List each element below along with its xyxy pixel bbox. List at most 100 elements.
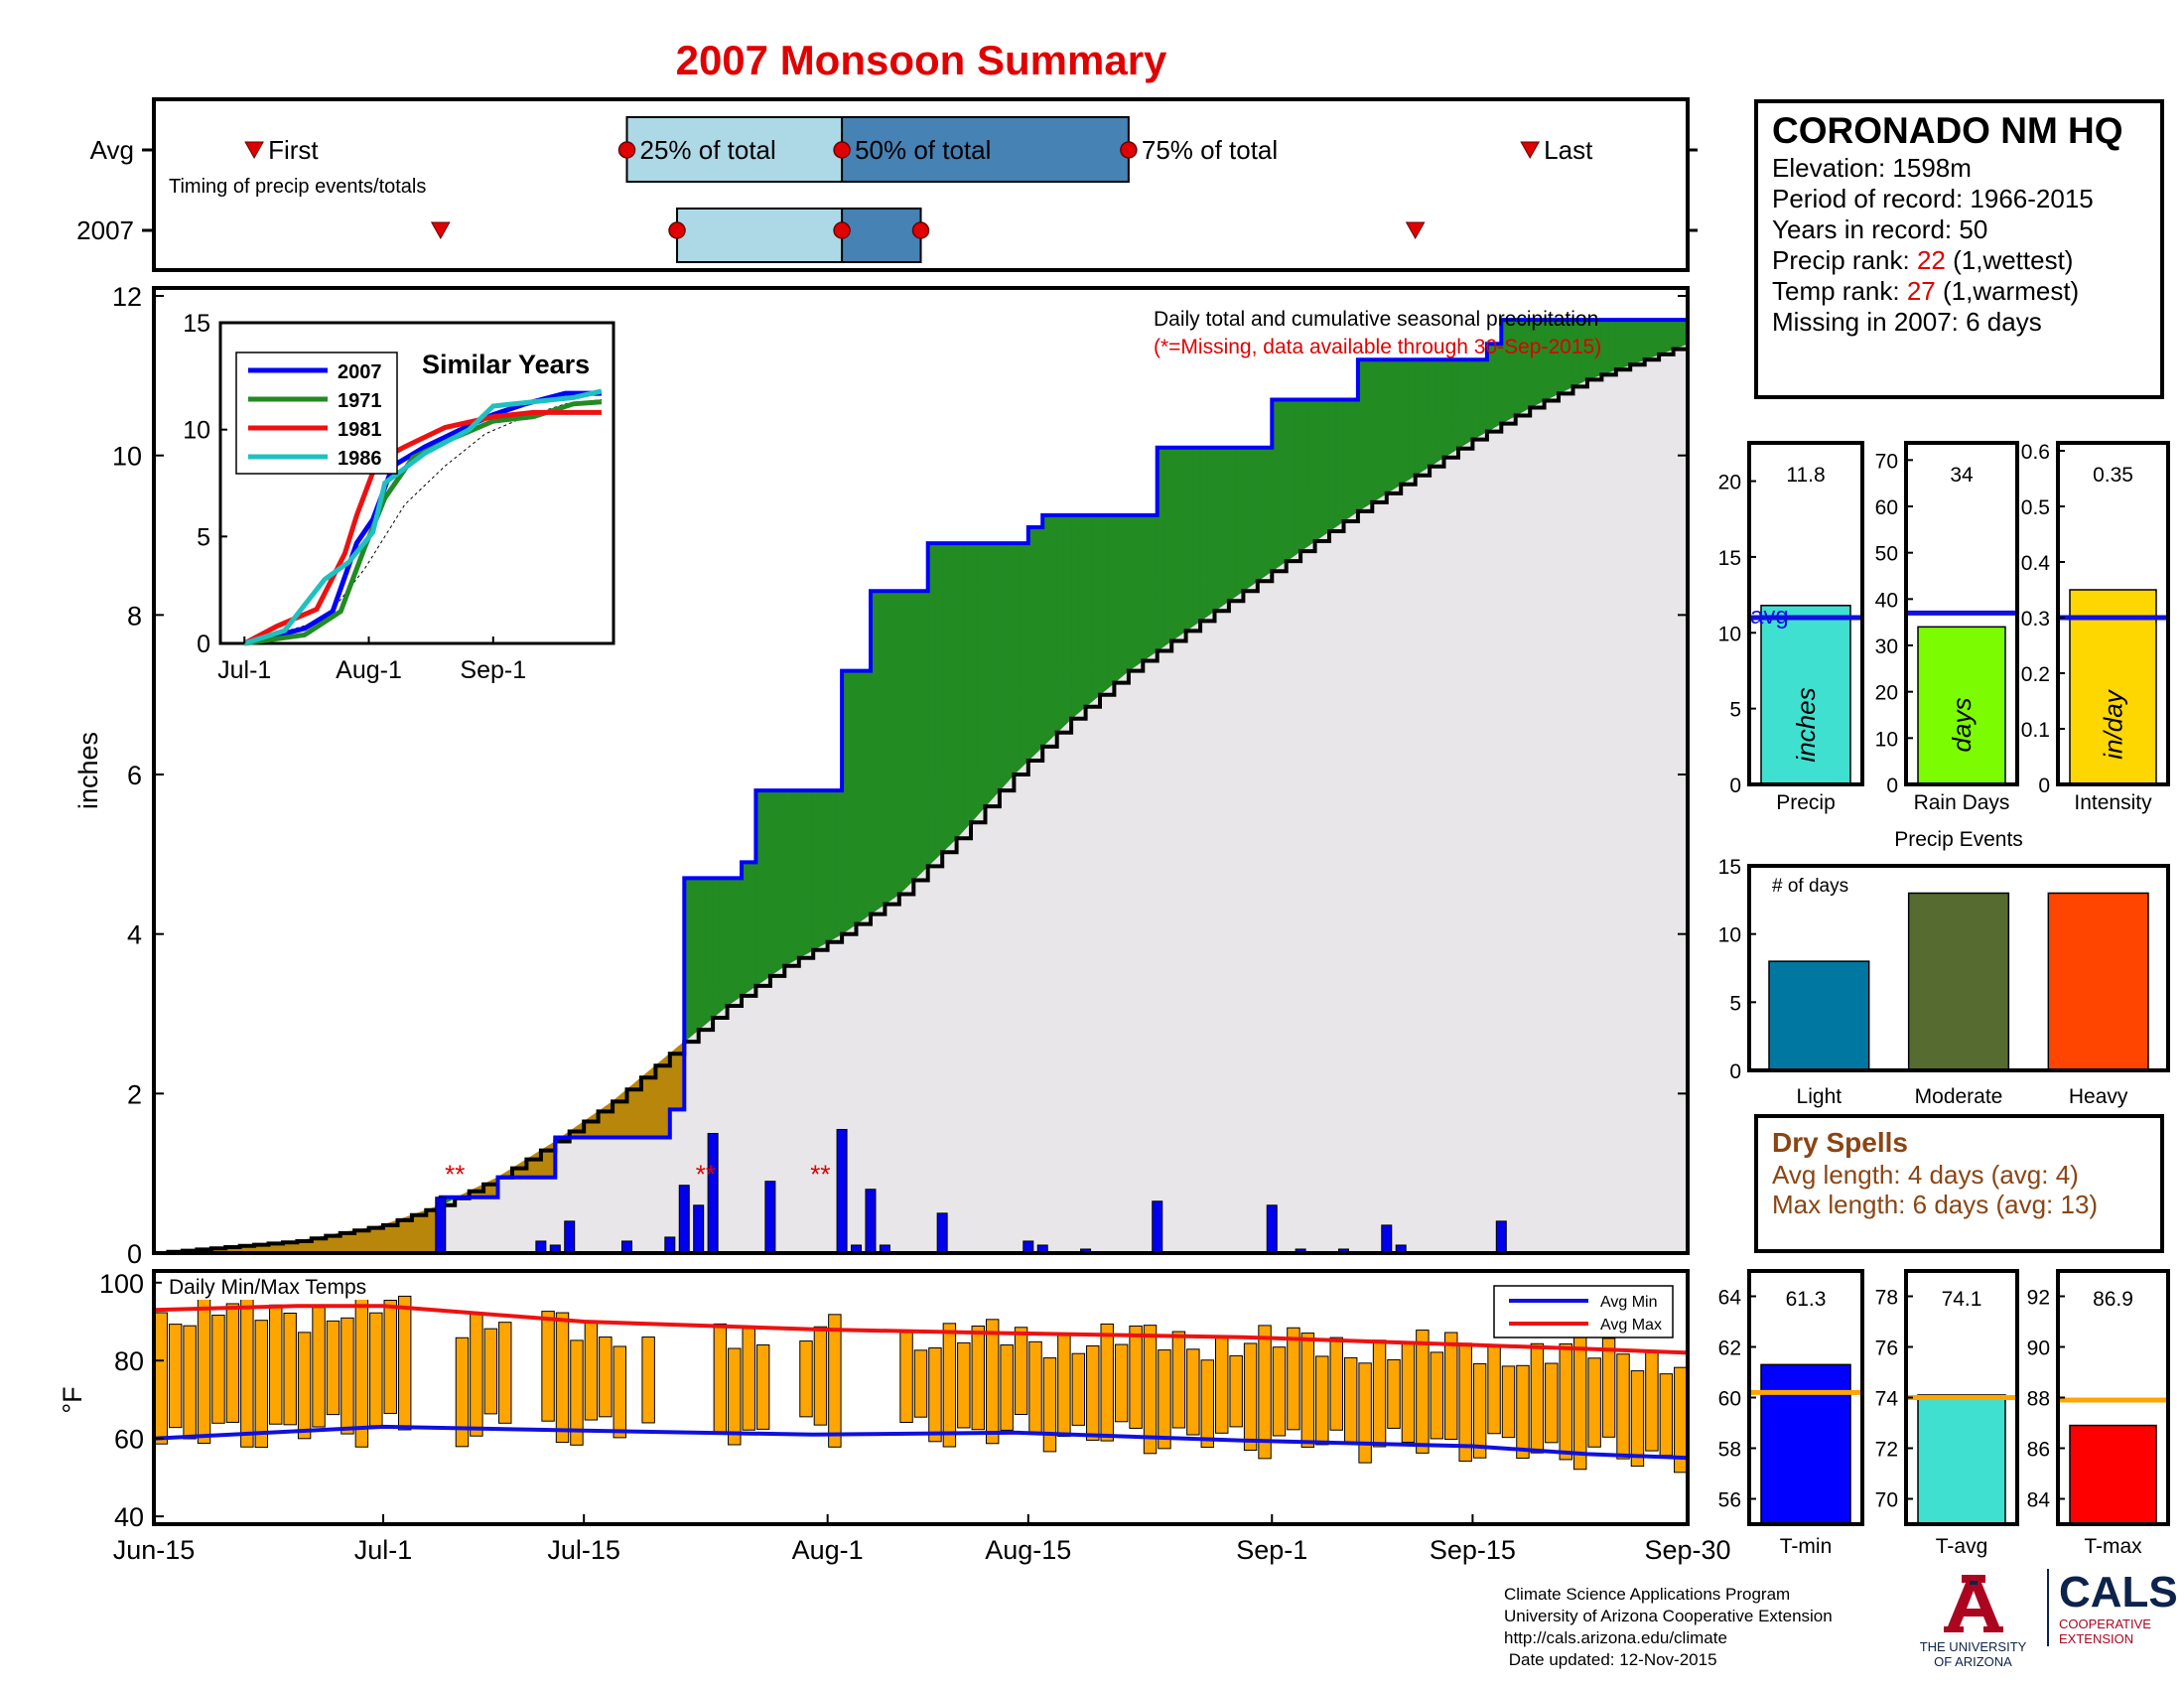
daily-temp-bar — [899, 1332, 913, 1423]
timing-last-label: Last — [1544, 135, 1593, 165]
precip-rank-label: Precip rank: — [1772, 245, 1917, 275]
y2007-50-marker — [833, 221, 851, 239]
observed-cumulative-line — [154, 318, 1688, 1255]
precip-summary-bar — [2069, 589, 2157, 785]
temp-summary-label: T-min — [1780, 1535, 1833, 1558]
daily-temp-bar — [240, 1292, 254, 1448]
precip-summary-tick-label: 10 — [1875, 728, 1898, 751]
events-plot-frame — [1747, 864, 2170, 1072]
temps-legend-min-label: Avg Min — [1600, 1294, 1658, 1311]
precip-summary-panel-frame — [2056, 441, 2170, 786]
daily-temp-bar — [728, 1347, 742, 1446]
daily-temp-bar — [1114, 1343, 1129, 1423]
daily-temp-bar — [1530, 1342, 1545, 1454]
daily-temp-bar — [1416, 1330, 1430, 1454]
temps-y-tick-label: 80 — [114, 1346, 144, 1376]
precip-legend-title: Daily total and cumulative seasonal prec… — [1154, 308, 1598, 331]
x-tick-label: Jul-15 — [547, 1535, 620, 1565]
daily-precip-bar — [693, 1204, 705, 1254]
daily-temp-bar — [354, 1292, 369, 1448]
daily-temp-bar — [1071, 1352, 1086, 1426]
temps-y-tick-label: 100 — [99, 1269, 144, 1299]
university-of-arizona-logo: THE UNIVERSITY OF ARIZONA — [1916, 1571, 2030, 1669]
daily-precip-bar — [1266, 1204, 1278, 1254]
y2007-75-marker — [911, 221, 930, 239]
temp-summary-bar — [1760, 1363, 1851, 1525]
daily-temp-bar — [383, 1300, 397, 1414]
daily-temp-bar — [985, 1319, 1000, 1445]
daily-temp-bar — [1057, 1335, 1071, 1437]
precip-summary-value: 11.8 — [1786, 464, 1825, 487]
daily-temp-bar — [1358, 1362, 1372, 1464]
daily-precip-bar — [1495, 1220, 1507, 1254]
precip-events-chart: Precip Events Light Moderate Heavy 0 5 10 15 # o… — [1718, 828, 2170, 1108]
precip-avg-label: avg — [1750, 603, 1789, 630]
daily-temp-bar — [341, 1317, 354, 1435]
precip-summary-tick-label: 20 — [1875, 682, 1898, 705]
precip-summary-tick-label: 0 — [2038, 774, 2050, 797]
timing-caption: Timing of precip events/totals — [169, 176, 426, 198]
y-tick-label: 10 — [112, 442, 142, 472]
main-plot-frame — [152, 286, 1690, 1255]
temp-summary-label: T-max — [2084, 1535, 2142, 1558]
similar-years-inset: 0 5 10 15 Jul-1 Aug-1 Sep-1 Similar Years 2007 19… — [183, 310, 615, 684]
daily-temp-bar — [1315, 1355, 1329, 1446]
temp-summary-tick-label: 72 — [1875, 1439, 1898, 1462]
daily-temp-bar — [813, 1326, 828, 1426]
missing-note: (*=Missing, data available through 30-Se… — [1154, 336, 1601, 358]
temp-summary-bar — [1917, 1394, 2006, 1525]
average-cumulative-line — [154, 344, 1690, 1255]
inset-y-tick-label: 15 — [183, 310, 210, 338]
cals-text: CALS — [2059, 1568, 2178, 1617]
daily-temp-bar — [1572, 1335, 1587, 1471]
events-y-label: # of days — [1772, 876, 1848, 897]
daily-temp-bar — [168, 1324, 183, 1429]
precip-summary-label: Rain Days — [1914, 791, 2010, 814]
daily-temp-bar — [1243, 1342, 1258, 1452]
events-title: Precip Events — [1894, 828, 2023, 851]
daily-precip-bar — [564, 1220, 576, 1254]
daily-temp-bar — [913, 1349, 928, 1418]
daily-temp-bar — [1372, 1339, 1387, 1448]
precip-summary-tick-label: 0.4 — [2021, 552, 2051, 575]
daily-temp-bar — [1659, 1373, 1674, 1457]
temp-summary-tick-label: 92 — [2027, 1287, 2050, 1310]
avg-first-marker — [244, 141, 264, 160]
events-category-label: Heavy — [2069, 1085, 2128, 1108]
inset-average-line — [244, 399, 602, 644]
daily-temp-bar — [326, 1320, 341, 1416]
daily-temp-bar — [1258, 1325, 1272, 1460]
daily-temp-bar — [599, 1336, 613, 1418]
daily-temp-bar — [1616, 1353, 1630, 1460]
inset-x-tick-label: Sep-1 — [460, 656, 526, 684]
temp-summary-value: 74.1 — [1942, 1288, 1982, 1311]
station-years: Years in record: 50 — [1772, 214, 1988, 244]
daily-temp-bar — [1143, 1325, 1158, 1455]
daily-temp-bar — [1200, 1359, 1215, 1448]
avg-min-line — [153, 1424, 1689, 1461]
timing-row-label: Avg — [90, 135, 134, 165]
temps-legend-box — [1493, 1285, 1674, 1338]
precip-summary-unit: in/day — [2099, 688, 2128, 759]
precip-summary-tick-label: 0.5 — [2021, 496, 2050, 519]
daily-temp-bar — [225, 1303, 240, 1423]
x-tick-label: Jun-15 — [113, 1535, 196, 1565]
daily-temp-bar — [1645, 1350, 1659, 1452]
temp-summary-tick-label: 90 — [2027, 1337, 2050, 1360]
temp-summary-tick-label: 78 — [1875, 1287, 1898, 1310]
dry-spells-title: Dry Spells — [1772, 1127, 1908, 1158]
daily-precip-bar — [764, 1181, 776, 1254]
events-tick-label: 10 — [1718, 924, 1741, 947]
daily-temp-bar — [455, 1336, 470, 1448]
daily-temp-bar — [971, 1325, 985, 1431]
daily-precip-bar — [1381, 1224, 1393, 1254]
dry-spells-avg: Avg length: 4 days (avg: 4) — [1772, 1160, 2079, 1190]
precip-summary-tick-label: 0 — [1886, 774, 1898, 797]
precip-summary-unit: inches — [1791, 687, 1821, 762]
footer-line-3[interactable]: http://cals.arizona.edu/climate — [1504, 1628, 1727, 1647]
timing-panel: Avg 2007 First 25% of total 50% of total 75% … — [76, 97, 1698, 272]
daily-temp-bar — [1028, 1340, 1042, 1434]
daily-temp-bar — [555, 1312, 570, 1444]
cumulative-precip-chart: ** ** ** 0 2 4 6 8 10 12 inches Daily total and cum… — [73, 282, 1690, 1269]
avg-75-marker — [1120, 141, 1138, 159]
